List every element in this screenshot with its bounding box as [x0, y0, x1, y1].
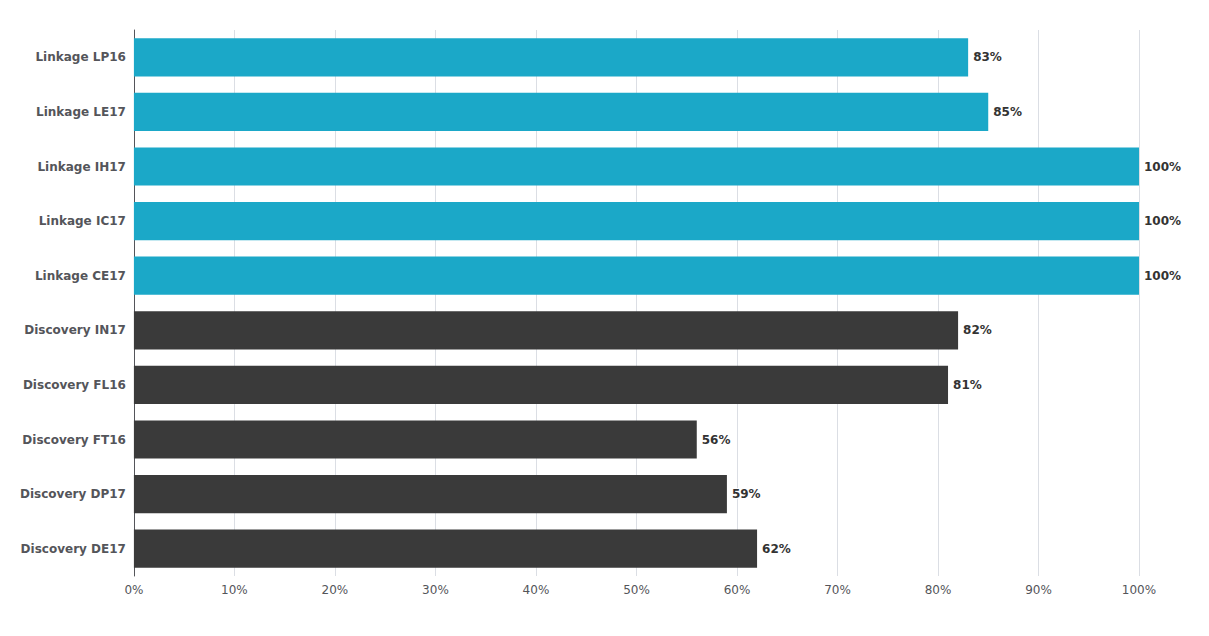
svg-text:90%: 90%: [1025, 583, 1052, 597]
svg-text:40%: 40%: [523, 583, 550, 597]
svg-text:59%: 59%: [732, 487, 761, 501]
svg-text:50%: 50%: [623, 583, 650, 597]
svg-text:10%: 10%: [221, 583, 248, 597]
svg-text:81%: 81%: [953, 378, 982, 392]
svg-text:0%: 0%: [124, 583, 143, 597]
svg-text:56%: 56%: [702, 433, 731, 447]
svg-text:Linkage IH17: Linkage IH17: [37, 160, 126, 174]
svg-text:100%: 100%: [1144, 214, 1181, 228]
svg-text:83%: 83%: [973, 50, 1002, 64]
svg-text:Discovery FT16: Discovery FT16: [22, 433, 126, 447]
svg-text:Linkage CE17: Linkage CE17: [35, 269, 126, 283]
svg-text:Discovery IN17: Discovery IN17: [24, 323, 126, 337]
svg-text:Discovery DE17: Discovery DE17: [21, 542, 126, 556]
svg-text:100%: 100%: [1122, 583, 1156, 597]
svg-text:62%: 62%: [762, 542, 791, 556]
svg-text:Linkage LP16: Linkage LP16: [35, 50, 125, 64]
svg-text:80%: 80%: [925, 583, 952, 597]
svg-text:Linkage IC17: Linkage IC17: [39, 214, 126, 228]
svg-text:100%: 100%: [1144, 160, 1181, 174]
svg-text:70%: 70%: [824, 583, 851, 597]
svg-text:82%: 82%: [963, 323, 992, 337]
svg-text:60%: 60%: [724, 583, 751, 597]
svg-text:30%: 30%: [422, 583, 449, 597]
svg-text:Discovery FL16: Discovery FL16: [23, 378, 126, 392]
svg-text:Discovery DP17: Discovery DP17: [20, 487, 126, 501]
svg-text:Linkage LE17: Linkage LE17: [36, 105, 126, 119]
svg-text:100%: 100%: [1144, 269, 1181, 283]
svg-text:20%: 20%: [322, 583, 349, 597]
svg-text:85%: 85%: [993, 105, 1022, 119]
